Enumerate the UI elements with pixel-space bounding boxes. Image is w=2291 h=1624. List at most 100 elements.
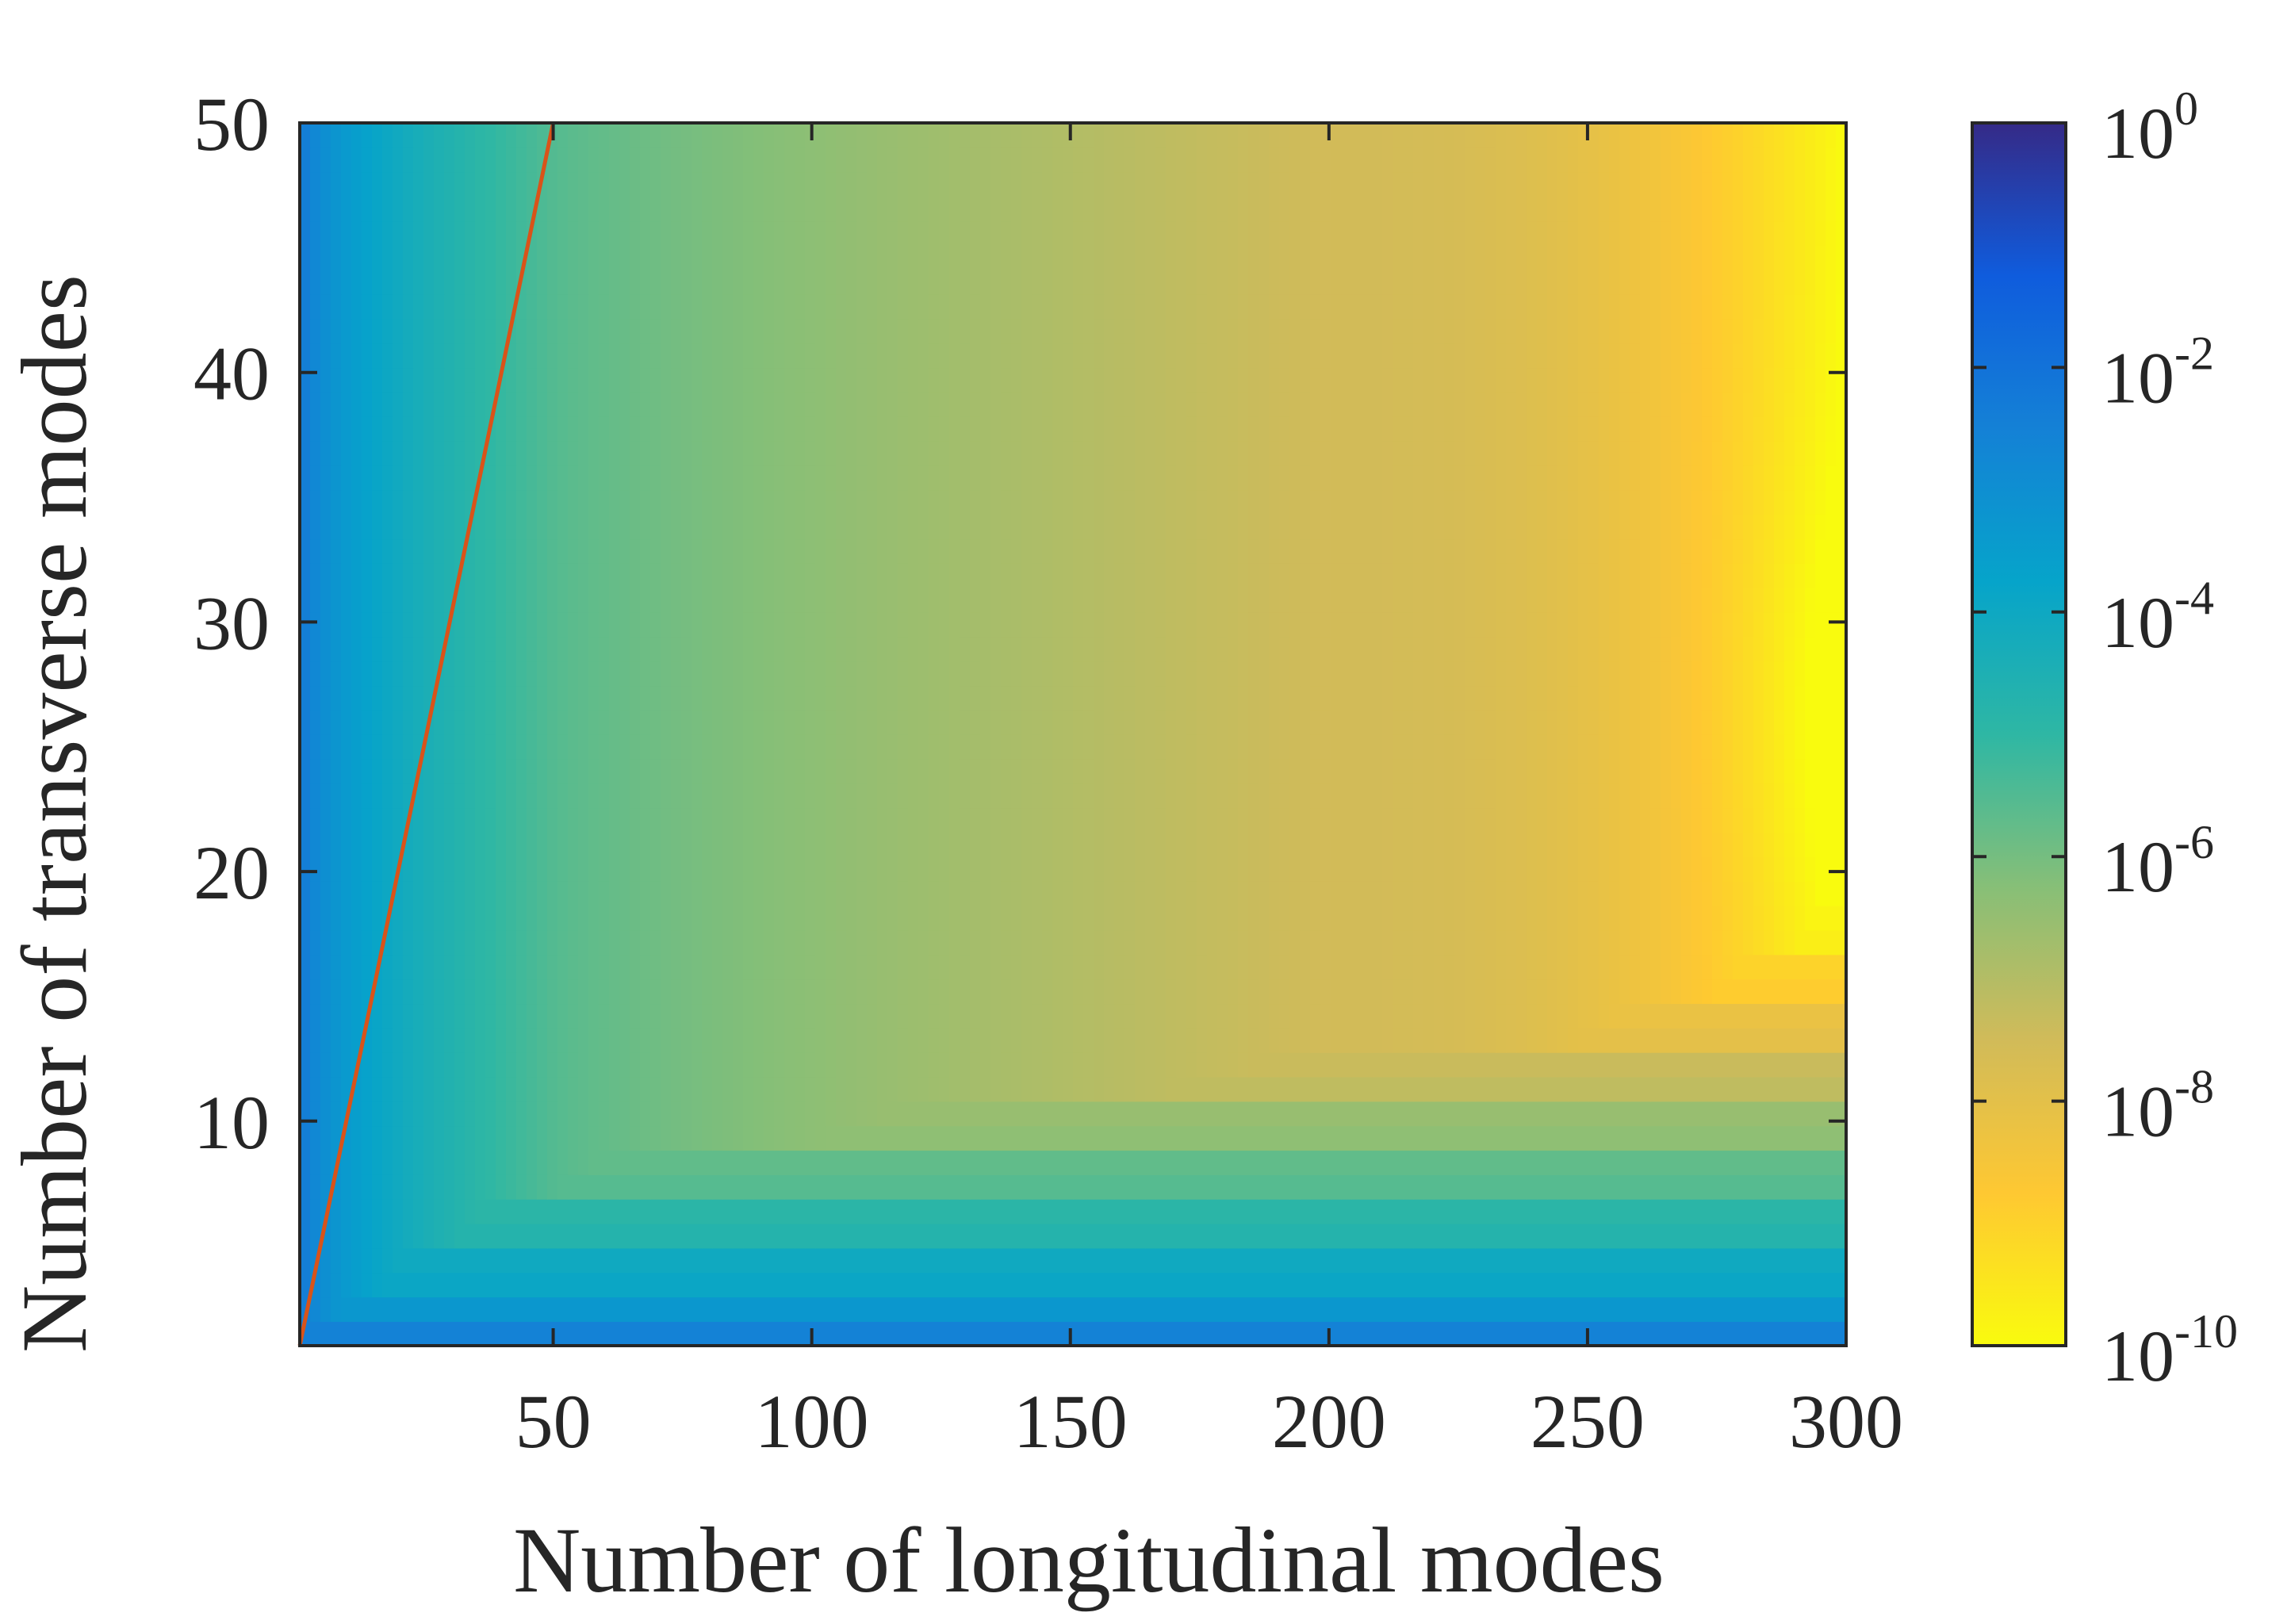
heatmap-cell bbox=[1114, 563, 1125, 588]
heatmap-cell bbox=[1578, 1101, 1589, 1127]
heatmap-cell bbox=[1238, 929, 1249, 956]
heatmap-cell bbox=[547, 783, 558, 809]
heatmap-cell bbox=[1320, 1125, 1331, 1151]
heatmap-cell bbox=[382, 1125, 393, 1151]
heatmap-cell bbox=[877, 905, 888, 931]
heatmap-cell bbox=[1815, 979, 1826, 1005]
heatmap-cell bbox=[1753, 1174, 1764, 1200]
heatmap-cell bbox=[1073, 1076, 1084, 1102]
heatmap-cell bbox=[1753, 832, 1764, 857]
heatmap-cell bbox=[970, 1003, 981, 1028]
heatmap-cell bbox=[547, 1247, 558, 1274]
heatmap-cell bbox=[846, 710, 857, 735]
heatmap-cell bbox=[465, 1272, 476, 1298]
heatmap-cell bbox=[1300, 905, 1311, 931]
heatmap-cell bbox=[568, 954, 579, 980]
heatmap-cell bbox=[1496, 1174, 1507, 1200]
heatmap-cell bbox=[1826, 1321, 1837, 1346]
heatmap-cell bbox=[1733, 905, 1744, 931]
heatmap-cell bbox=[774, 1101, 785, 1127]
heatmap-cell bbox=[1475, 856, 1486, 882]
heatmap-cell bbox=[722, 514, 734, 540]
heatmap-cell bbox=[1197, 1272, 1208, 1298]
heatmap-cell bbox=[1197, 563, 1208, 588]
heatmap-cell bbox=[1784, 538, 1795, 564]
heatmap-cell bbox=[722, 954, 734, 980]
heatmap-cell bbox=[1496, 1028, 1507, 1053]
heatmap-cell bbox=[1712, 1101, 1723, 1127]
heatmap-cell bbox=[1784, 1051, 1795, 1078]
heatmap-cell bbox=[1599, 807, 1610, 833]
heatmap-cell bbox=[1228, 1321, 1239, 1346]
heatmap-cell bbox=[1289, 1051, 1301, 1078]
heatmap-cell bbox=[1393, 954, 1404, 980]
heatmap-cell bbox=[1537, 661, 1548, 687]
heatmap-cell bbox=[1269, 685, 1280, 710]
heatmap-cell bbox=[1217, 1174, 1228, 1200]
heatmap-cell bbox=[970, 758, 981, 784]
heatmap-cell bbox=[382, 1247, 393, 1274]
heatmap-cell bbox=[1537, 1150, 1548, 1175]
heatmap-cell bbox=[661, 954, 672, 980]
heatmap-cell bbox=[1341, 1223, 1352, 1249]
heatmap-cell bbox=[1743, 979, 1754, 1005]
heatmap-cell bbox=[1320, 685, 1331, 710]
heatmap-cell bbox=[877, 685, 888, 710]
heatmap-cell bbox=[578, 734, 589, 760]
heatmap-cell bbox=[1784, 758, 1795, 784]
heatmap-cell bbox=[516, 514, 527, 540]
heatmap-cell bbox=[1527, 710, 1538, 735]
heatmap-cell bbox=[1362, 1051, 1373, 1078]
heatmap-cell bbox=[1537, 832, 1548, 857]
heatmap-cell bbox=[1269, 1174, 1280, 1200]
heatmap-cell bbox=[1805, 1003, 1816, 1028]
heatmap-cell bbox=[1506, 1003, 1517, 1028]
heatmap-cell bbox=[826, 685, 837, 710]
heatmap-cell bbox=[1083, 881, 1094, 906]
heatmap-cell bbox=[1619, 807, 1630, 833]
heatmap-cell bbox=[351, 954, 362, 980]
heatmap-cell bbox=[1547, 1272, 1558, 1298]
heatmap-cell bbox=[918, 1174, 929, 1200]
heatmap-cell bbox=[1011, 1076, 1022, 1102]
heatmap-cell bbox=[1001, 1174, 1012, 1200]
heatmap-cell bbox=[1588, 1223, 1599, 1249]
heatmap-cell bbox=[362, 1076, 373, 1102]
heatmap-cell bbox=[1753, 538, 1764, 564]
heatmap-cell bbox=[929, 856, 940, 882]
heatmap-cell bbox=[1310, 1101, 1321, 1127]
heatmap-cell bbox=[990, 1003, 1002, 1028]
heatmap-cell bbox=[1073, 1297, 1084, 1322]
heatmap-cell bbox=[1764, 881, 1775, 906]
heatmap-cell bbox=[1259, 636, 1270, 662]
heatmap-cell bbox=[640, 979, 651, 1005]
heatmap-cell bbox=[702, 1101, 713, 1127]
heatmap-cell bbox=[1485, 563, 1496, 588]
heatmap-cell bbox=[1444, 1223, 1455, 1249]
heatmap-cell bbox=[1238, 734, 1249, 760]
heatmap-cell bbox=[1197, 954, 1208, 980]
heatmap-cell bbox=[537, 1174, 548, 1200]
heatmap-cell bbox=[413, 587, 424, 613]
heatmap-cell bbox=[1764, 1174, 1775, 1200]
heatmap-cell bbox=[557, 636, 569, 662]
heatmap-cell bbox=[1764, 807, 1775, 833]
heatmap-cell bbox=[1279, 1272, 1290, 1298]
heatmap-cell bbox=[1805, 1051, 1816, 1078]
heatmap-cell bbox=[1702, 1223, 1713, 1249]
heatmap-cell bbox=[382, 783, 393, 809]
heatmap-cell bbox=[960, 1247, 971, 1274]
heatmap-cell bbox=[341, 783, 352, 809]
heatmap-cell bbox=[1083, 856, 1094, 882]
heatmap-cell bbox=[413, 538, 424, 564]
heatmap-cell bbox=[1743, 832, 1754, 857]
heatmap-cell bbox=[1609, 587, 1620, 613]
heatmap-cell bbox=[1001, 1003, 1012, 1028]
heatmap-cell bbox=[1784, 1297, 1795, 1322]
heatmap-cell bbox=[1743, 1247, 1754, 1274]
heatmap-cell bbox=[1764, 758, 1775, 784]
heatmap-cell bbox=[733, 856, 744, 882]
heatmap-cell bbox=[1588, 685, 1599, 710]
heatmap-cell bbox=[557, 1223, 569, 1249]
heatmap-cell bbox=[1568, 1003, 1579, 1028]
